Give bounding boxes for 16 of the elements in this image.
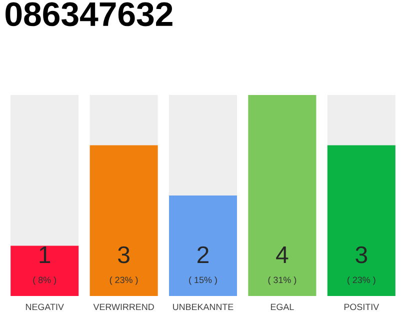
x-tick-label: NEGATIV: [26, 304, 64, 310]
chart-title: 086347632: [6, 2, 172, 26]
x-tick-label: POSITIV: [344, 304, 380, 310]
data-label: 2: [198, 246, 208, 263]
data-label: 3: [118, 246, 130, 264]
x-tick-label: UNBEKANNTE: [173, 304, 234, 310]
data-label: 4: [276, 246, 288, 263]
annotation: ( 31% ): [268, 276, 296, 285]
annotation: ( 15% ): [189, 276, 217, 285]
data-label: 1: [40, 246, 50, 263]
x-tick-label: EGAL: [270, 304, 294, 310]
x-tick-label: VERWIRREND: [93, 304, 154, 310]
data-label: 3: [356, 246, 368, 264]
annotation: ( 23% ): [348, 276, 376, 285]
annotation: ( 23% ): [110, 276, 138, 285]
annotation: ( 8% ): [33, 276, 56, 285]
